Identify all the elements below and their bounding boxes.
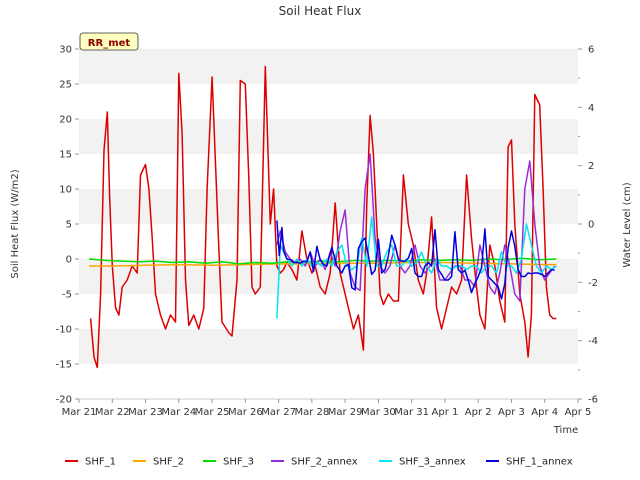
grid-band bbox=[79, 119, 578, 154]
grid-band bbox=[79, 189, 578, 224]
legend-label: SHF_1_annex bbox=[506, 457, 573, 468]
y-tick-label: 25 bbox=[59, 80, 72, 91]
y-tick-label: 15 bbox=[59, 150, 72, 161]
series-line-shf-1-annex bbox=[276, 220, 555, 300]
y-tick-label: -5 bbox=[62, 290, 72, 301]
grid-band bbox=[79, 154, 578, 189]
site-badge-box bbox=[79, 32, 139, 51]
grid-bands bbox=[79, 49, 578, 399]
x-tick-label: Mar 23 bbox=[128, 407, 163, 418]
chart-title: Soil Heat Flux bbox=[279, 4, 362, 18]
x-axis-label: Time bbox=[553, 425, 578, 436]
legend-label: SHF_3 bbox=[223, 457, 254, 468]
y2-tick-label: 2 bbox=[588, 161, 594, 172]
x-tick-label: Mar 24 bbox=[161, 407, 196, 418]
grid-band bbox=[79, 84, 578, 119]
grid-band bbox=[79, 364, 578, 399]
y-tick-label: 10 bbox=[59, 185, 72, 196]
x-tick-label: Apr 2 bbox=[465, 407, 492, 418]
y-tick-label: -20 bbox=[56, 395, 72, 406]
x-tick-label: Mar 30 bbox=[361, 407, 396, 418]
grid-band bbox=[79, 49, 578, 84]
x-tick-label: Mar 21 bbox=[62, 407, 97, 418]
y2-tick-label: -2 bbox=[588, 278, 598, 289]
y-tick-label: -10 bbox=[56, 325, 72, 336]
x-tick-label: Mar 29 bbox=[328, 407, 363, 418]
x-tick-label: Mar 31 bbox=[394, 407, 429, 418]
x-tick-label: Mar 26 bbox=[228, 407, 263, 418]
site-badge-label: RR_met bbox=[88, 38, 131, 49]
legend-label: SHF_2 bbox=[153, 457, 184, 468]
legend-label: SHF_3_annex bbox=[399, 457, 466, 468]
x-tick-label: Mar 25 bbox=[195, 407, 230, 418]
y2-tick-label: -4 bbox=[588, 336, 598, 347]
y-axis-label: Soil Heat Flux (W/m2) bbox=[10, 169, 21, 278]
x-tick-label: Apr 4 bbox=[531, 407, 558, 418]
legend-label: SHF_1 bbox=[85, 457, 116, 468]
x-tick-label: Mar 22 bbox=[95, 407, 130, 418]
x-tick-label: Apr 1 bbox=[432, 407, 459, 418]
x-tick-label: Apr 5 bbox=[565, 407, 592, 418]
y2-tick-label: 6 bbox=[588, 45, 594, 56]
legend-label: SHF_2_annex bbox=[291, 457, 358, 468]
grid-band bbox=[79, 224, 578, 259]
y2-tick-label: -6 bbox=[588, 395, 598, 406]
site-badge: RR_met bbox=[79, 32, 139, 51]
y-tick-label: -15 bbox=[56, 360, 72, 371]
y2-tick-label: 4 bbox=[588, 103, 594, 114]
x-tick-label: Apr 3 bbox=[498, 407, 525, 418]
grid-band bbox=[79, 329, 578, 364]
y2-tick-label: 0 bbox=[588, 220, 594, 231]
legend: SHF_1 SHF_2 SHF_3 SHF_2_annex SHF_3_annex SHF… bbox=[65, 457, 573, 468]
series-line-shf-2 bbox=[89, 261, 557, 267]
grid-band bbox=[79, 294, 578, 329]
x-tick-label: Mar 28 bbox=[294, 407, 329, 418]
x-tick-label: Mar 27 bbox=[261, 407, 296, 418]
y-tick-label: 0 bbox=[66, 255, 72, 266]
y-tick-label: 5 bbox=[66, 220, 72, 231]
series-layer bbox=[88, 65, 557, 369]
y2-axis-label: Water Level (cm) bbox=[622, 182, 633, 267]
y-tick-label: 20 bbox=[59, 115, 72, 126]
y-tick-label: 30 bbox=[59, 45, 72, 56]
